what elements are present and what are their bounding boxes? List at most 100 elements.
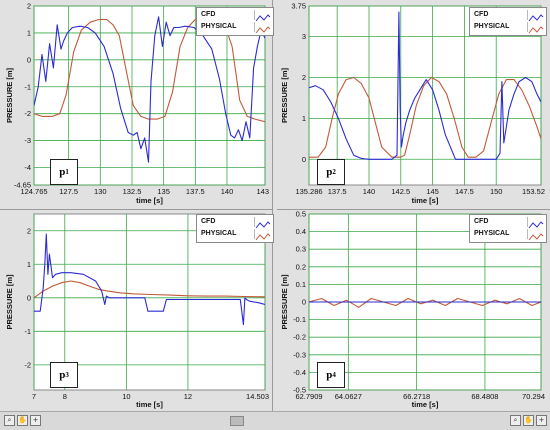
x-tick-label: 70.294 [522,392,545,401]
y-tick-label: -2 [24,109,31,118]
y-tick-label: 3 [302,32,306,41]
x-tick-label: 147.5 [455,187,474,196]
y-tick-label: -1 [24,327,31,336]
chart-panel-1: 124.765 127.5 130 132.5 135 137.5 140 143 -4.65 -… [0,0,274,210]
y-tick-label: 3.75 [291,2,306,11]
y-tick-label: -0.5 [293,386,306,395]
graph-toolbar: ⌕ ✋ + ⌕ ✋ + [0,411,550,430]
legend-cfd-label: CFD [474,11,489,18]
x-tick-label: 68.4808 [471,392,498,401]
legend-physical-label: PHYSICAL [201,230,237,237]
x-tick-label: 8 [63,392,67,401]
y-tick-label: -4.65 [14,181,31,190]
series-group [34,233,265,326]
y-tick-label: -2 [24,360,31,369]
legend-cfd-label: CFD [201,11,216,18]
series-line-physical [309,76,541,158]
pressure-chart-p4: 62.7909 64.0627 66.2718 68.4808 70.294 -0.5 -0… [280,210,545,410]
hand-icon[interactable]: ✋ [523,415,534,426]
plot-area [33,213,266,391]
x-tick-label: 145 [426,187,439,196]
x-tick-label: 140 [221,187,234,196]
series-group [309,297,541,308]
y-tick-label: 0.3 [296,245,306,254]
y-tick-label: 1 [27,28,31,37]
y-tick-label: -4 [24,163,31,172]
y-tick-label: 0 [302,298,306,307]
series-line-physical [34,280,265,299]
legend-cfd-swatch [254,10,271,22]
y-tick-label: 0 [27,293,31,302]
legend: CFD PHYSICAL [469,214,547,243]
x-tick-label: 62.7909 [295,392,322,401]
y-axis-title: PRESSURE [m] [280,67,289,123]
legend-physical-label: PHYSICAL [474,23,510,30]
legend-cfd-label: CFD [201,218,216,225]
legend-physical-label: PHYSICAL [474,230,510,237]
chart-panel-2: 135.286 137.5 140 142.5 145 147.5 150 153.52 0 1 2… [277,0,550,210]
x-tick-label: 153.52 [522,187,545,196]
y-tick-label: 2 [27,2,31,11]
x-tick-label: 135.286 [295,187,322,196]
x-axis-title: time [s] [412,400,439,409]
y-tick-label: 0 [27,55,31,64]
legend-physical-swatch [254,229,271,241]
series-group [309,11,541,160]
x-tick-label: 64.0627 [335,392,362,401]
x-axis-title: time [s] [412,196,439,205]
scrollbar-thumb[interactable] [230,416,244,426]
y-axis-title: PRESSURE [m] [5,274,14,330]
legend-cfd-swatch [254,217,271,229]
hand-icon[interactable]: ✋ [17,415,28,426]
legend: CFD PHYSICAL [196,7,274,36]
x-tick-label: 140 [363,187,376,196]
x-tick-label: 12 [184,392,192,401]
y-tick-label: 1 [27,260,31,269]
x-tick-label: 132.5 [123,187,142,196]
x-tick-label: 150 [490,187,503,196]
y-tick-label: -3 [24,136,31,145]
legend-physical-swatch [527,229,544,241]
series-line-cfd [309,11,541,160]
legend-physical-swatch [254,22,271,34]
y-tick-label: -1 [24,82,31,91]
legend-cfd-label: CFD [474,218,489,225]
x-axis-title: time [s] [136,400,163,409]
series-line-cfd [34,16,265,163]
x-tick-label: 14.503 [246,392,269,401]
x-axis-title: time [s] [136,196,163,205]
magnifier-icon[interactable]: ⌕ [510,415,521,426]
legend: CFD PHYSICAL [469,7,547,36]
x-tick-label: 143 [256,187,269,196]
x-tick-label: 137.5 [328,187,347,196]
y-tick-label: 0.4 [296,227,306,236]
y-tick-label: 2 [27,226,31,235]
cursor-icon[interactable]: + [30,415,41,426]
legend-cfd-swatch [527,217,544,229]
x-tick-label: 127.5 [59,187,78,196]
x-tick-label: 10 [122,392,130,401]
legend: CFD PHYSICAL [196,214,274,243]
y-tick-label: -0.3 [293,350,306,359]
y-tick-label: -0.4 [293,368,306,377]
y-tick-label: -0.1 [293,315,306,324]
x-tick-label: 124.765 [20,187,47,196]
y-tick-label: 0.2 [296,262,306,271]
y-axis-title: PRESSURE [m] [5,67,14,123]
y-tick-label: 0.1 [296,280,306,289]
legend-cfd-swatch [527,10,544,22]
x-tick-label: 130 [94,187,107,196]
x-tick-label: 135 [157,187,170,196]
series-line-cfd [34,233,265,326]
y-tick-label: -0.2 [293,333,306,342]
cursor-icon[interactable]: + [536,415,547,426]
x-tick-label: 66.2718 [403,392,430,401]
y-tick-label: 0.5 [296,210,306,219]
chart-panel-4: 62.7909 64.0627 66.2718 68.4808 70.294 -0.5 -0… [277,210,550,412]
y-tick-label: 0 [302,155,306,164]
magnifier-icon[interactable]: ⌕ [4,415,15,426]
